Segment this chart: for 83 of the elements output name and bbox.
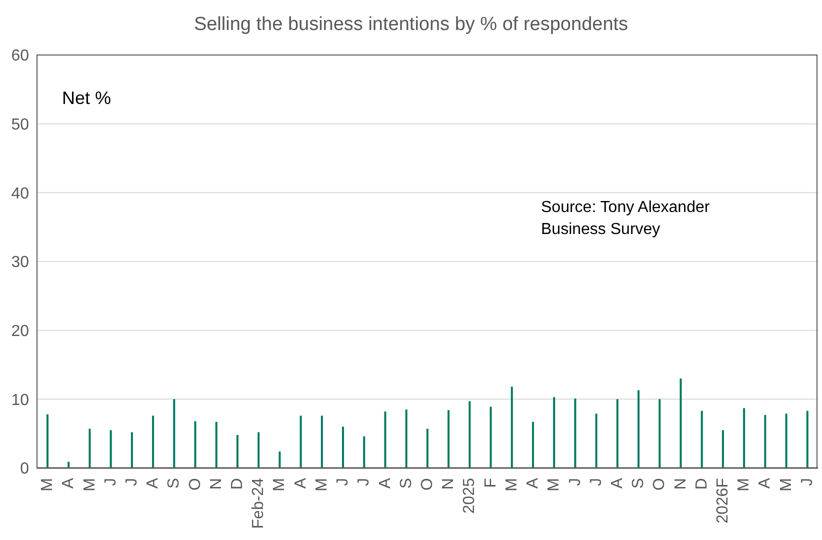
- x-tick-label: A: [608, 478, 626, 489]
- bar: [130, 432, 133, 468]
- x-tick-label: F: [482, 478, 500, 488]
- x-tick-label: M: [736, 478, 753, 492]
- bar: [574, 398, 576, 468]
- x-tick-label: M: [39, 478, 56, 492]
- x-tick-label: S: [630, 478, 648, 489]
- bar: [110, 430, 112, 468]
- y-tick-label: 10: [11, 392, 30, 409]
- bar: [258, 432, 260, 468]
- y-tick-label: 30: [11, 254, 30, 272]
- annotation: Source: Tony Alexander Business Survey: [541, 198, 711, 240]
- bar: [785, 414, 788, 468]
- x-tick-label: N: [672, 478, 690, 490]
- x-tick-label: Feb-24: [250, 478, 268, 529]
- bar: [236, 434, 238, 468]
- bar: [743, 408, 746, 468]
- x-tick-label: J: [356, 478, 373, 486]
- x-tick-label: M: [503, 478, 520, 492]
- bar: [722, 430, 724, 468]
- bar: [553, 397, 556, 468]
- x-tick-label: A: [756, 478, 774, 489]
- bar: [194, 421, 196, 468]
- x-tick-label: M: [81, 478, 98, 492]
- chart-title: Selling the business intentions by % of respondents: [192, 14, 630, 36]
- x-tick-label: N: [208, 478, 225, 490]
- bar: [300, 416, 302, 468]
- bar: [468, 401, 471, 468]
- bar: [278, 451, 281, 468]
- bar: [173, 399, 176, 468]
- bar: [384, 412, 386, 468]
- x-tick-label: M: [313, 478, 330, 492]
- y-tick-label: 50: [11, 116, 30, 134]
- x-tick-label: O: [186, 478, 204, 490]
- bar: [638, 390, 640, 468]
- y-axis-title: Net %: [62, 88, 112, 109]
- bar: [342, 426, 344, 468]
- x-tick-label: J: [334, 478, 352, 486]
- x-tick-label: A: [376, 478, 394, 489]
- x-tick-label: A: [524, 478, 542, 489]
- x-tick-label: O: [651, 478, 668, 490]
- x-tick-label: M: [778, 478, 795, 492]
- bar: [595, 414, 598, 468]
- x-tick-label: S: [398, 478, 415, 489]
- x-tick-label: J: [588, 478, 605, 486]
- y-tick-label: 20: [11, 323, 30, 340]
- x-tick-label: 2026F: [714, 478, 732, 524]
- bar: [88, 428, 91, 468]
- y-tick-label: 60: [11, 48, 30, 65]
- x-tick-label: J: [566, 478, 584, 486]
- x-tick-label: A: [144, 478, 162, 489]
- bar: [680, 378, 682, 468]
- bar: [764, 415, 766, 468]
- bar: [426, 428, 428, 468]
- x-tick-label: M: [546, 478, 563, 492]
- x-tick-label: M: [271, 478, 288, 492]
- x-tick-label: D: [693, 478, 710, 490]
- x-tick-label: J: [798, 478, 816, 486]
- bar: [405, 409, 408, 468]
- x-tick-label: J: [102, 478, 120, 486]
- bar: [616, 399, 618, 468]
- x-tick-label: J: [123, 478, 140, 486]
- x-tick-label: N: [440, 478, 458, 490]
- bar: [532, 422, 534, 468]
- bar: [700, 410, 703, 468]
- x-tick-label: A: [60, 478, 78, 489]
- bar: [152, 416, 154, 468]
- x-tick-label: 2025: [461, 478, 478, 514]
- x-tick-label: O: [419, 478, 436, 490]
- bar: [490, 406, 492, 468]
- bar: [363, 436, 366, 468]
- bar: [46, 414, 48, 468]
- x-tick-label: A: [292, 478, 310, 489]
- bar: [658, 399, 661, 468]
- x-tick-label: D: [229, 478, 246, 490]
- bar: [510, 386, 513, 468]
- bar: [320, 416, 323, 468]
- bar: [448, 410, 450, 468]
- y-tick-label: 0: [20, 460, 30, 478]
- bar: [215, 422, 218, 468]
- bar: [806, 410, 808, 468]
- x-tick-label: S: [166, 478, 183, 489]
- y-tick-label: 40: [11, 185, 30, 202]
